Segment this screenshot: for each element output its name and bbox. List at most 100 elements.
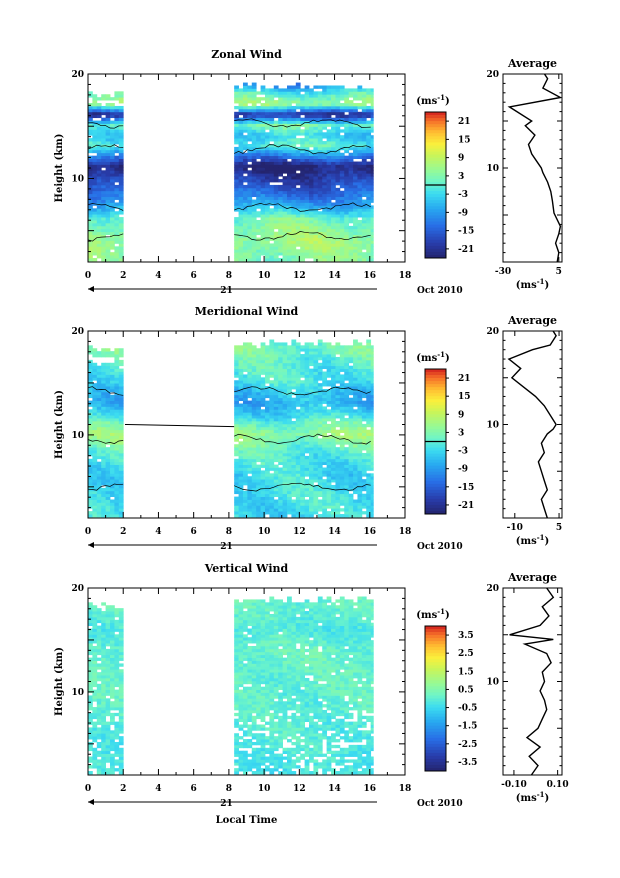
- heatmap-cell: [92, 194, 97, 197]
- heatmap-cell: [331, 194, 336, 197]
- heatmap-cell: [239, 229, 244, 232]
- heatmap-cell: [331, 258, 336, 261]
- heatmap-cell: [309, 465, 314, 468]
- heatmap-cell: [92, 424, 97, 427]
- heatmap-cell: [92, 217, 97, 220]
- profile-xlabel-exp: -1: [537, 533, 545, 542]
- heatmap-cell: [261, 135, 266, 138]
- heatmap-cell: [283, 479, 288, 482]
- heatmap-cell: [265, 502, 270, 505]
- heatmap-cell: [97, 103, 102, 106]
- heatmap-cell: [366, 369, 371, 372]
- heatmap-cell: [274, 444, 279, 447]
- heatmap-cell: [243, 418, 248, 421]
- heatmap-cell: [296, 398, 301, 401]
- heatmap-cell: [318, 170, 323, 173]
- heatmap-cell: [92, 430, 97, 433]
- heatmap-cell: [335, 497, 340, 500]
- heatmap-cell: [92, 252, 97, 255]
- heatmap-cell: [252, 369, 257, 372]
- heatmap-cell: [247, 441, 252, 444]
- heatmap-cell: [305, 354, 310, 357]
- heatmap-cell: [357, 479, 362, 482]
- heatmap-cell: [318, 205, 323, 208]
- heatmap-cell: [340, 485, 345, 488]
- heatmap-cell: [243, 377, 248, 380]
- heatmap-cell: [239, 456, 244, 459]
- heatmap-cell: [114, 430, 119, 433]
- heatmap-cell: [234, 167, 239, 170]
- heatmap-cell: [265, 438, 270, 441]
- heatmap-cell: [106, 369, 111, 372]
- heatmap-cell: [234, 511, 239, 514]
- heatmap-cell: [114, 444, 119, 447]
- heatmap-cell: [362, 238, 367, 241]
- heatmap-cell: [309, 427, 314, 430]
- heatmap-cell: [327, 138, 332, 141]
- heatmap-cell: [234, 91, 239, 94]
- heatmap-cell: [296, 514, 301, 517]
- heatmap-cell: [313, 223, 318, 226]
- heatmap-cell: [252, 444, 257, 447]
- heatmap-cell: [274, 197, 279, 200]
- heatmap-cell: [119, 211, 124, 214]
- heatmap-cell: [327, 369, 332, 372]
- heatmap-cell: [256, 363, 261, 366]
- heatmap-cell: [340, 258, 345, 261]
- heatmap-cell: [287, 369, 292, 372]
- heatmap-cell: [247, 479, 252, 482]
- colorbar-swatch: [425, 155, 446, 158]
- heatmap-cell: [92, 433, 97, 436]
- heatmap-cell: [353, 398, 358, 401]
- heatmap-cell: [305, 147, 310, 150]
- colorbar-swatch: [425, 218, 446, 221]
- heatmap-cell: [110, 208, 115, 211]
- heatmap-cell: [349, 255, 354, 258]
- heatmap-cell: [269, 462, 274, 465]
- heatmap-cell: [114, 179, 119, 182]
- heatmap-cell: [97, 150, 102, 153]
- heatmap-cell: [106, 380, 111, 383]
- heatmap-cell: [110, 453, 115, 456]
- heatmap-cell: [318, 357, 323, 360]
- heatmap-cell: [92, 386, 97, 389]
- heatmap-cell: [296, 418, 301, 421]
- colorbar-swatch: [425, 417, 446, 420]
- heatmap-cell: [261, 465, 266, 468]
- heatmap-cell: [283, 415, 288, 418]
- heatmap-cell: [274, 85, 279, 88]
- heatmap-cells: [88, 340, 374, 518]
- heatmap-cell: [309, 462, 314, 465]
- heatmap-cell: [287, 153, 292, 156]
- heatmap-cell: [349, 401, 354, 404]
- heatmap-cell: [371, 424, 374, 427]
- heatmap-cell: [274, 132, 279, 135]
- heatmap-cell: [327, 197, 332, 200]
- heatmap-cell: [119, 433, 124, 436]
- heatmap-cell: [274, 147, 279, 150]
- heatmap-cell: [114, 447, 119, 450]
- heatmap-cell: [353, 97, 358, 100]
- heatmap-cell: [318, 106, 323, 109]
- heatmap-cell: [119, 502, 124, 505]
- heatmap-cell: [340, 167, 345, 170]
- heatmap-cell: [357, 453, 362, 456]
- heatmap-cell: [318, 223, 323, 226]
- heatmap-cell: [353, 357, 358, 360]
- heatmap-cell: [327, 470, 332, 473]
- heatmap-cell: [291, 342, 296, 345]
- heatmap-cell: [101, 153, 106, 156]
- heatmap-cell: [114, 255, 119, 258]
- heatmap-cell: [291, 170, 296, 173]
- heatmap-cell: [349, 217, 354, 220]
- heatmap-cell: [92, 401, 97, 404]
- heatmap-cell: [261, 200, 266, 203]
- heatmap-cell: [349, 374, 354, 377]
- heatmap-cell: [353, 462, 358, 465]
- heatmap-cell: [322, 427, 327, 430]
- heatmap-cell: [349, 462, 354, 465]
- heatmap-cell: [366, 179, 371, 182]
- heatmap-cell: [322, 243, 327, 246]
- heatmap-cell: [243, 348, 248, 351]
- heatmap-cell: [371, 109, 374, 112]
